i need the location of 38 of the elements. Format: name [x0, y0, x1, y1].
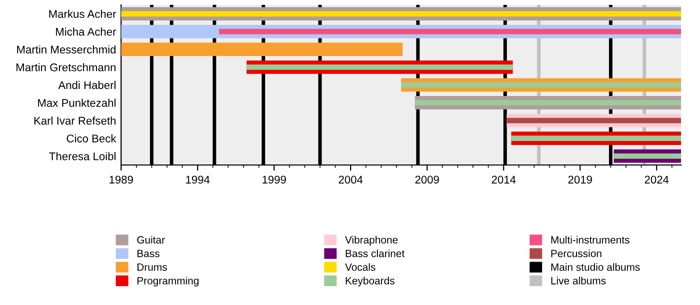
- bar: [401, 82, 682, 88]
- bar: [414, 100, 682, 106]
- x-tick-label: 1989: [110, 176, 133, 184]
- bar: [121, 42, 403, 56]
- y-tick-label: Martin Messerchmid: [17, 45, 116, 54]
- y-tick-label: Micha Acher: [56, 28, 116, 36]
- legend-label: Programming: [137, 276, 198, 286]
- y-tick-label: Max Punktezahl: [38, 98, 116, 107]
- x-tick-label: 2019: [568, 176, 592, 184]
- legend-label: Multi-instruments: [551, 236, 630, 244]
- legend-label: Drums: [137, 264, 167, 271]
- x-tick-label: 1999: [262, 176, 286, 184]
- y-tick-label: Andi Haberl: [58, 80, 116, 90]
- legend-label: Bass: [137, 250, 160, 258]
- x-tick-label: 2014: [492, 176, 516, 184]
- bar: [219, 28, 682, 34]
- legend-label: Percussion: [551, 250, 602, 258]
- bar: [614, 153, 682, 159]
- legend-label: Main studio albums: [551, 263, 640, 271]
- x-tick-label: 2004: [338, 176, 363, 184]
- y-tick-label: Cico Beck: [66, 134, 116, 142]
- bar: [506, 118, 682, 124]
- legend-label: Vibraphone: [345, 236, 398, 246]
- bar: [511, 136, 682, 141]
- legend-label: Bass clarinet: [346, 250, 405, 258]
- legend-label: Vocals: [345, 263, 376, 271]
- legend-label: Keyboards: [346, 276, 394, 286]
- x-tick-label: 2009: [415, 176, 439, 184]
- legend-label: Guitar: [137, 236, 165, 244]
- bar: [121, 11, 682, 16]
- bar: [246, 64, 513, 70]
- y-tick-label: Theresa Loibl: [49, 152, 116, 160]
- y-tick-label: Martin Gretschmann: [16, 63, 116, 72]
- y-tick-label: Markus Acher: [49, 10, 116, 18]
- y-tick-label: Karl Ivar Refseth: [34, 116, 116, 125]
- x-tick-label: 1994: [186, 176, 210, 184]
- x-tick-label: 2024: [644, 176, 669, 184]
- legend-label: Live albums: [551, 276, 606, 284]
